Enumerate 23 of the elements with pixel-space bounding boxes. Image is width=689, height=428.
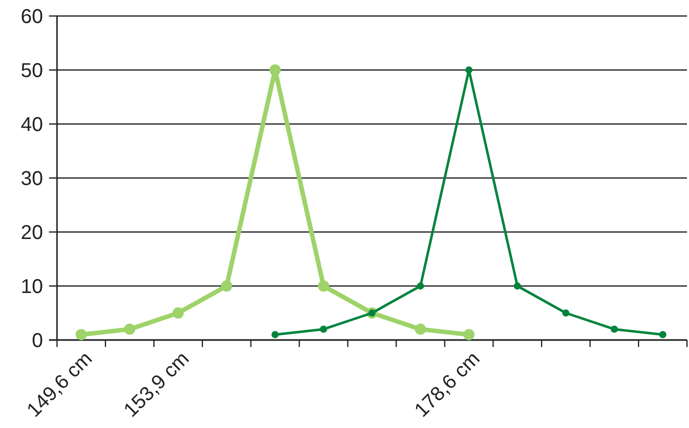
point (76, 329, 87, 340)
y-tick-label: 50 (20, 60, 43, 82)
point (610, 326, 618, 333)
y-tick-label: 20 (20, 222, 43, 244)
point (221, 280, 232, 292)
point (562, 309, 570, 317)
point (414, 324, 426, 335)
point (172, 307, 184, 319)
point (463, 329, 475, 340)
point (320, 326, 328, 333)
point (271, 331, 279, 338)
point (416, 282, 424, 290)
y-tick-label: 60 (20, 6, 43, 28)
y-tick-label: 40 (20, 114, 43, 136)
point (318, 280, 330, 292)
point (514, 282, 521, 290)
point (659, 331, 666, 338)
y-tick-label: 30 (20, 168, 43, 190)
point (269, 64, 281, 76)
point (124, 324, 136, 335)
y-tick-label: 0 (32, 330, 43, 352)
y-tick-label: 10 (20, 276, 43, 298)
point (465, 66, 473, 74)
